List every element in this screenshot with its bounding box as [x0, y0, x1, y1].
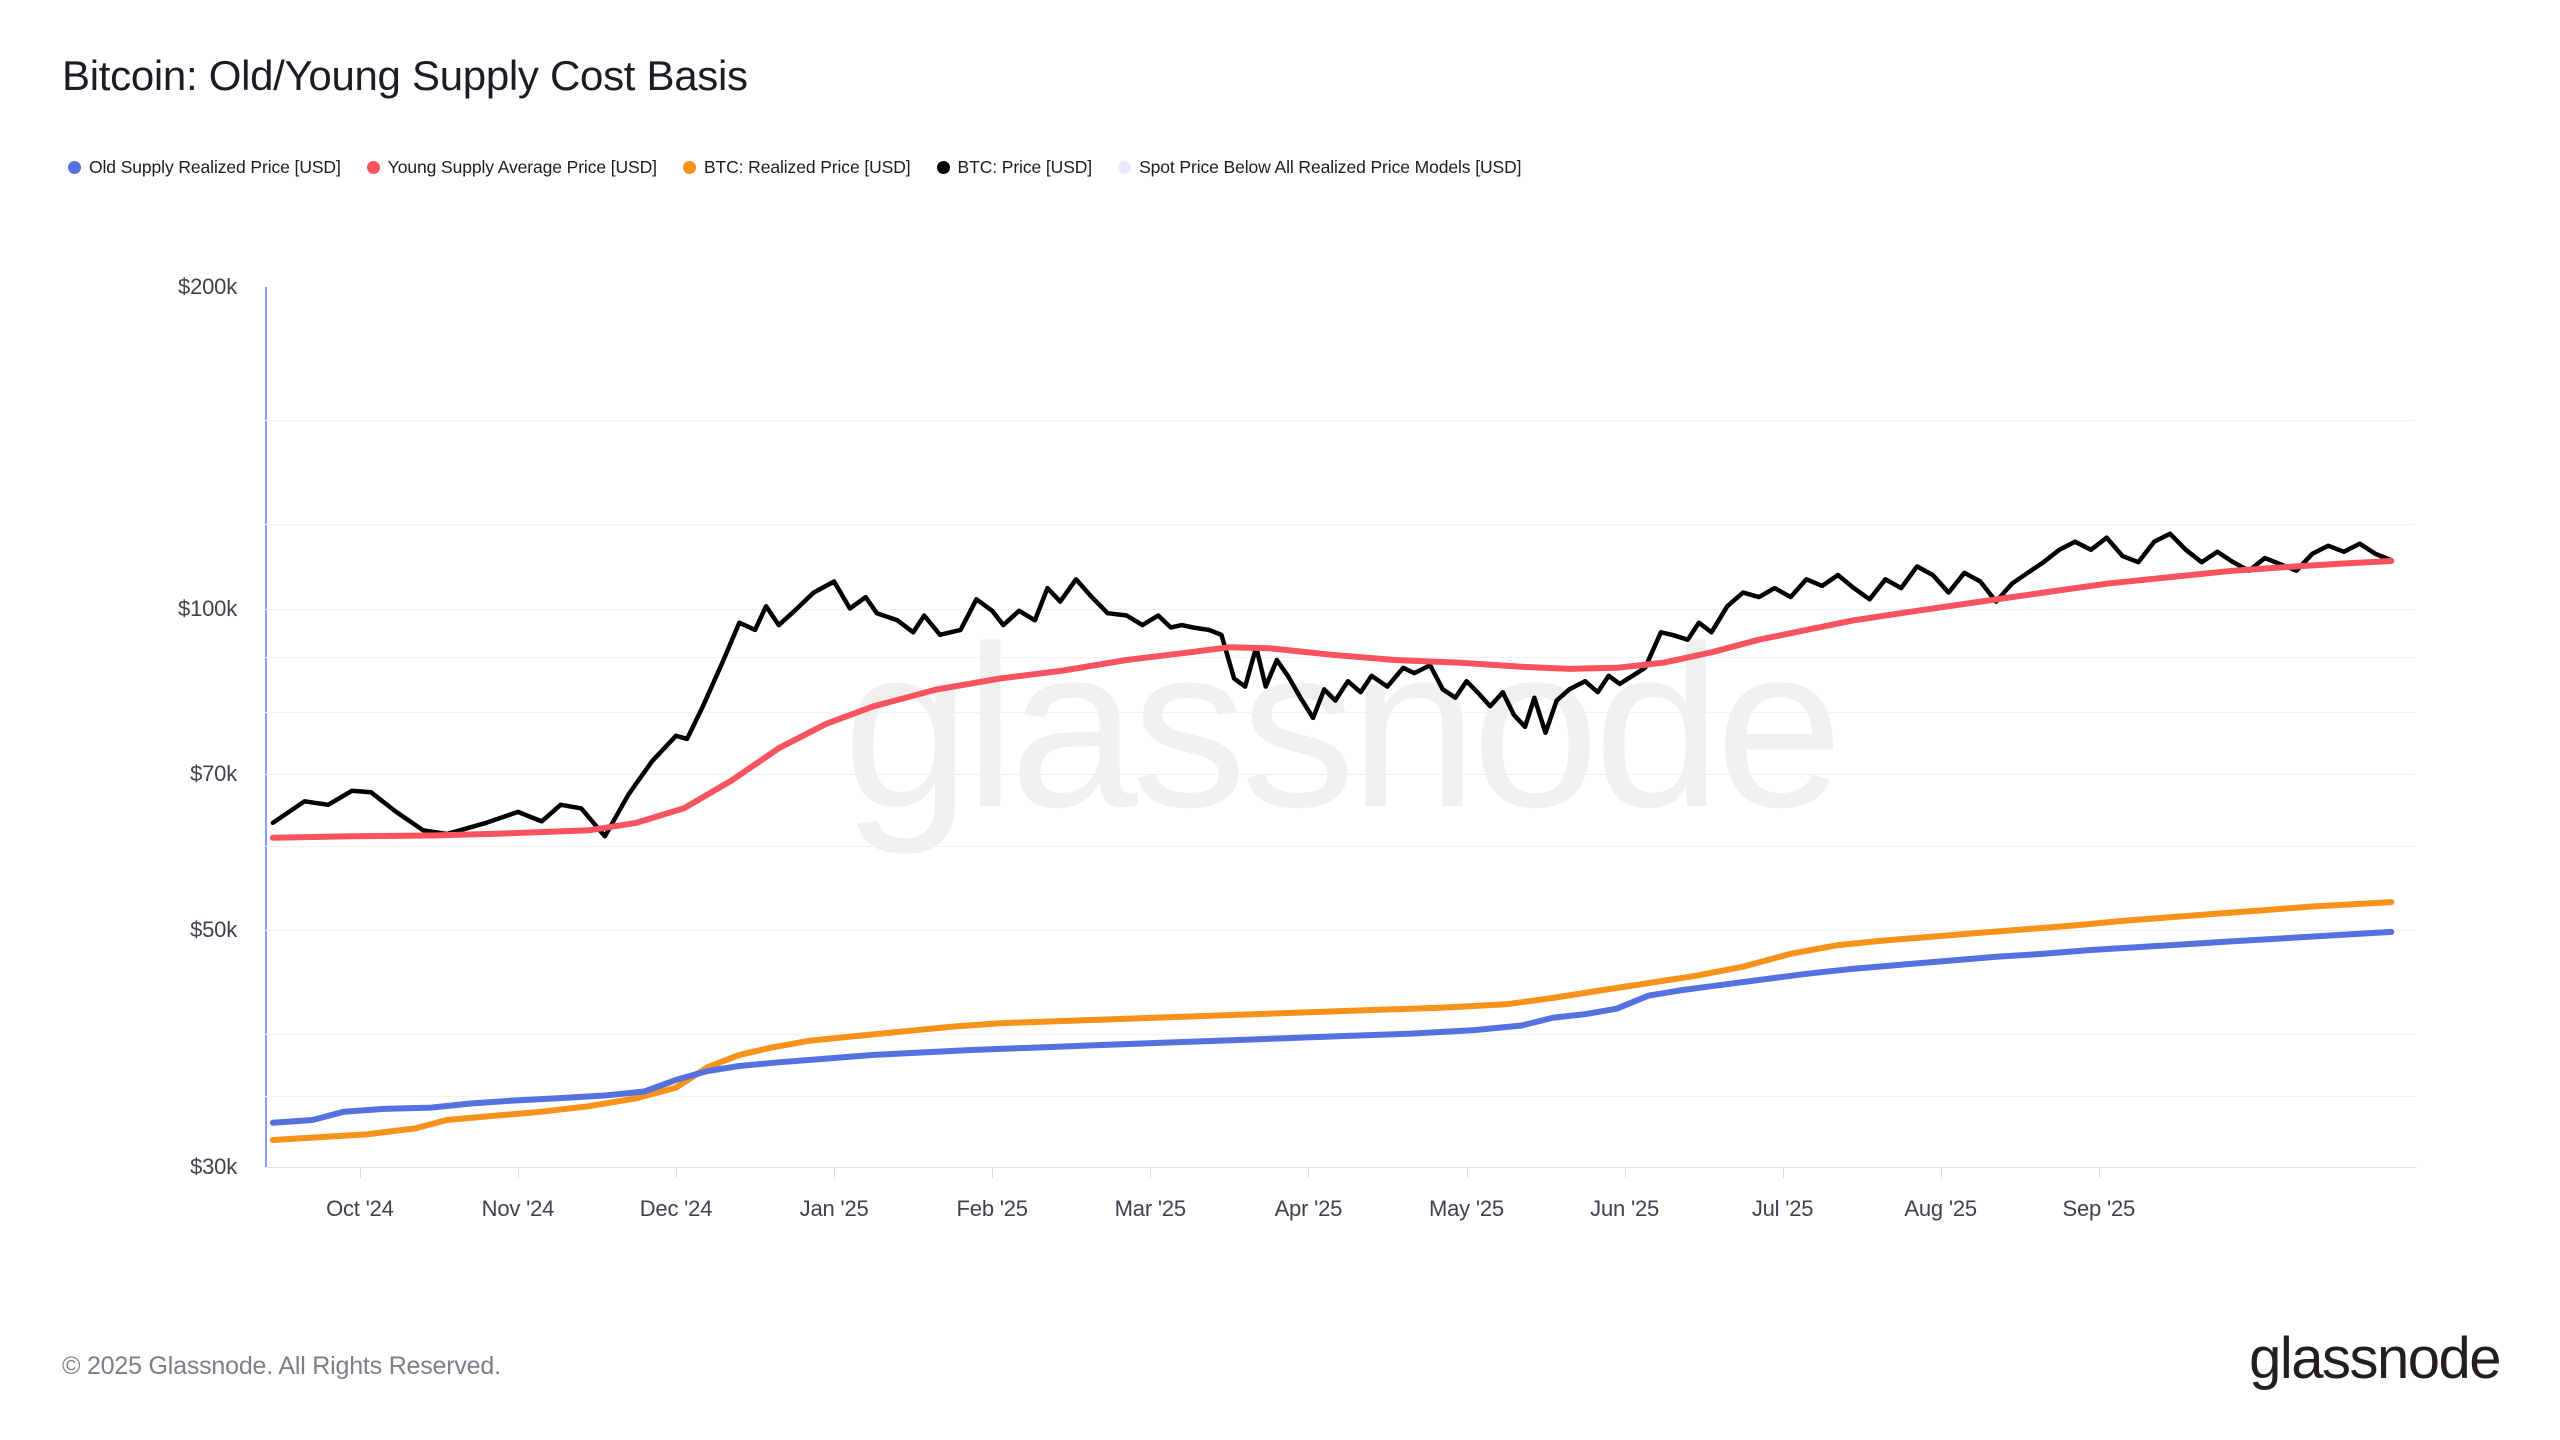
gridline — [265, 420, 2415, 422]
series-line-btc-price — [270, 531, 2394, 839]
gridline — [265, 774, 2415, 775]
x-axis-tick-label: Feb '25 — [956, 1196, 1028, 1221]
gridline — [265, 608, 2415, 610]
legend-label: BTC: Price [USD] — [957, 157, 1093, 177]
x-axis-tick-label: Apr '25 — [1274, 1196, 1343, 1221]
y-axis-tick-label: $50k — [190, 917, 237, 942]
footer-logo: glassnode — [2249, 1326, 2501, 1391]
legend-swatch-btc-price-icon — [936, 161, 950, 174]
legend-swatch-btc-realized-price-icon — [682, 161, 696, 174]
y-axis-tick-label: $100k — [178, 595, 237, 621]
x-axis-tick-mark — [992, 1167, 994, 1178]
y-axis-line — [265, 287, 267, 1167]
legend-item-old-supply-realized-price[interactable]: Old Supply Realized Price [USD] — [68, 157, 341, 178]
series-line-young-supply-average-price — [269, 558, 2395, 841]
y-axis-tick-label: $30k — [190, 1154, 237, 1179]
x-axis-tick-mark — [1308, 1167, 1310, 1178]
x-axis-tick-mark — [359, 1167, 361, 1178]
legend-item-young-supply-average-price[interactable]: Young Supply Average Price [USD] — [366, 157, 657, 178]
x-axis-tick-label: Nov '24 — [481, 1196, 555, 1221]
gridline — [265, 930, 2415, 931]
plot-area: glassnode — [265, 287, 2415, 1168]
gridline — [265, 845, 2415, 847]
x-axis-tick-mark — [1782, 1167, 1784, 1178]
x-axis-line — [265, 1167, 2417, 1168]
y-axis-tick-label: $200k — [178, 274, 237, 299]
x-axis-tick-mark — [1466, 1167, 1468, 1178]
x-axis-tick-mark — [517, 1167, 519, 1178]
gridline — [265, 712, 2415, 713]
x-axis-tick-label: Jul '25 — [1751, 1196, 1814, 1221]
legend-label: Young Supply Average Price [USD] — [387, 157, 657, 177]
gridline — [265, 524, 2415, 525]
x-axis-tick-label: Jan '25 — [799, 1196, 869, 1221]
x-axis-tick-mark — [1940, 1167, 1942, 1178]
legend-label: Old Supply Realized Price [USD] — [89, 157, 341, 177]
x-axis-tick-label: Aug '25 — [1904, 1196, 1977, 1221]
x-axis-tick-label: Jun '25 — [1590, 1196, 1660, 1221]
x-axis-tick-mark — [834, 1167, 836, 1178]
legend-item-spot-price-below-all-models[interactable]: Spot Price Below All Realized Price Mode… — [1118, 157, 1521, 178]
series-paths — [269, 531, 2395, 1143]
x-axis-tick-mark — [676, 1167, 677, 1178]
x-axis-tick-label: Dec '24 — [639, 1196, 713, 1221]
legend-swatch-old-supply-realized-price-icon — [68, 161, 81, 174]
y-axis-tick-label: $70k — [190, 761, 237, 786]
page-title: Bitcoin: Old/Young Supply Cost Basis — [62, 52, 748, 99]
series-line-btc-realized-price — [269, 899, 2395, 1143]
legend-swatch-young-supply-average-price-icon — [366, 161, 380, 174]
chart-legend: Old Supply Realized Price [USD] Young Sup… — [68, 157, 1547, 178]
footer-copyright: © 2025 Glassnode. All Rights Reserved. — [62, 1352, 501, 1380]
x-axis-tick-label: May '25 — [1429, 1196, 1504, 1221]
series-line-old-supply-realized-price — [269, 928, 2395, 1126]
y-axis: $200k $100k $70k $50k $30k — [0, 274, 265, 1179]
x-axis-tick-label: Mar '25 — [1114, 1196, 1186, 1221]
legend-swatch-spot-price-below-all-models-icon — [1118, 161, 1132, 174]
legend-label: Spot Price Below All Realized Price Mode… — [1139, 157, 1522, 177]
gridline — [265, 1095, 2415, 1097]
x-axis-tick-mark — [1624, 1167, 1626, 1178]
x-axis-tick-label: Sep '25 — [2062, 1196, 2136, 1221]
x-axis-tick-mark — [2098, 1167, 2100, 1178]
legend-item-btc-realized-price[interactable]: BTC: Realized Price [USD] — [682, 157, 911, 178]
x-axis-tick-mark — [1150, 1167, 1152, 1178]
legend-label: BTC: Realized Price [USD] — [703, 157, 911, 177]
x-axis-tick-label: Oct '24 — [326, 1196, 394, 1221]
legend-item-btc-price[interactable]: BTC: Price [USD] — [936, 157, 1093, 178]
